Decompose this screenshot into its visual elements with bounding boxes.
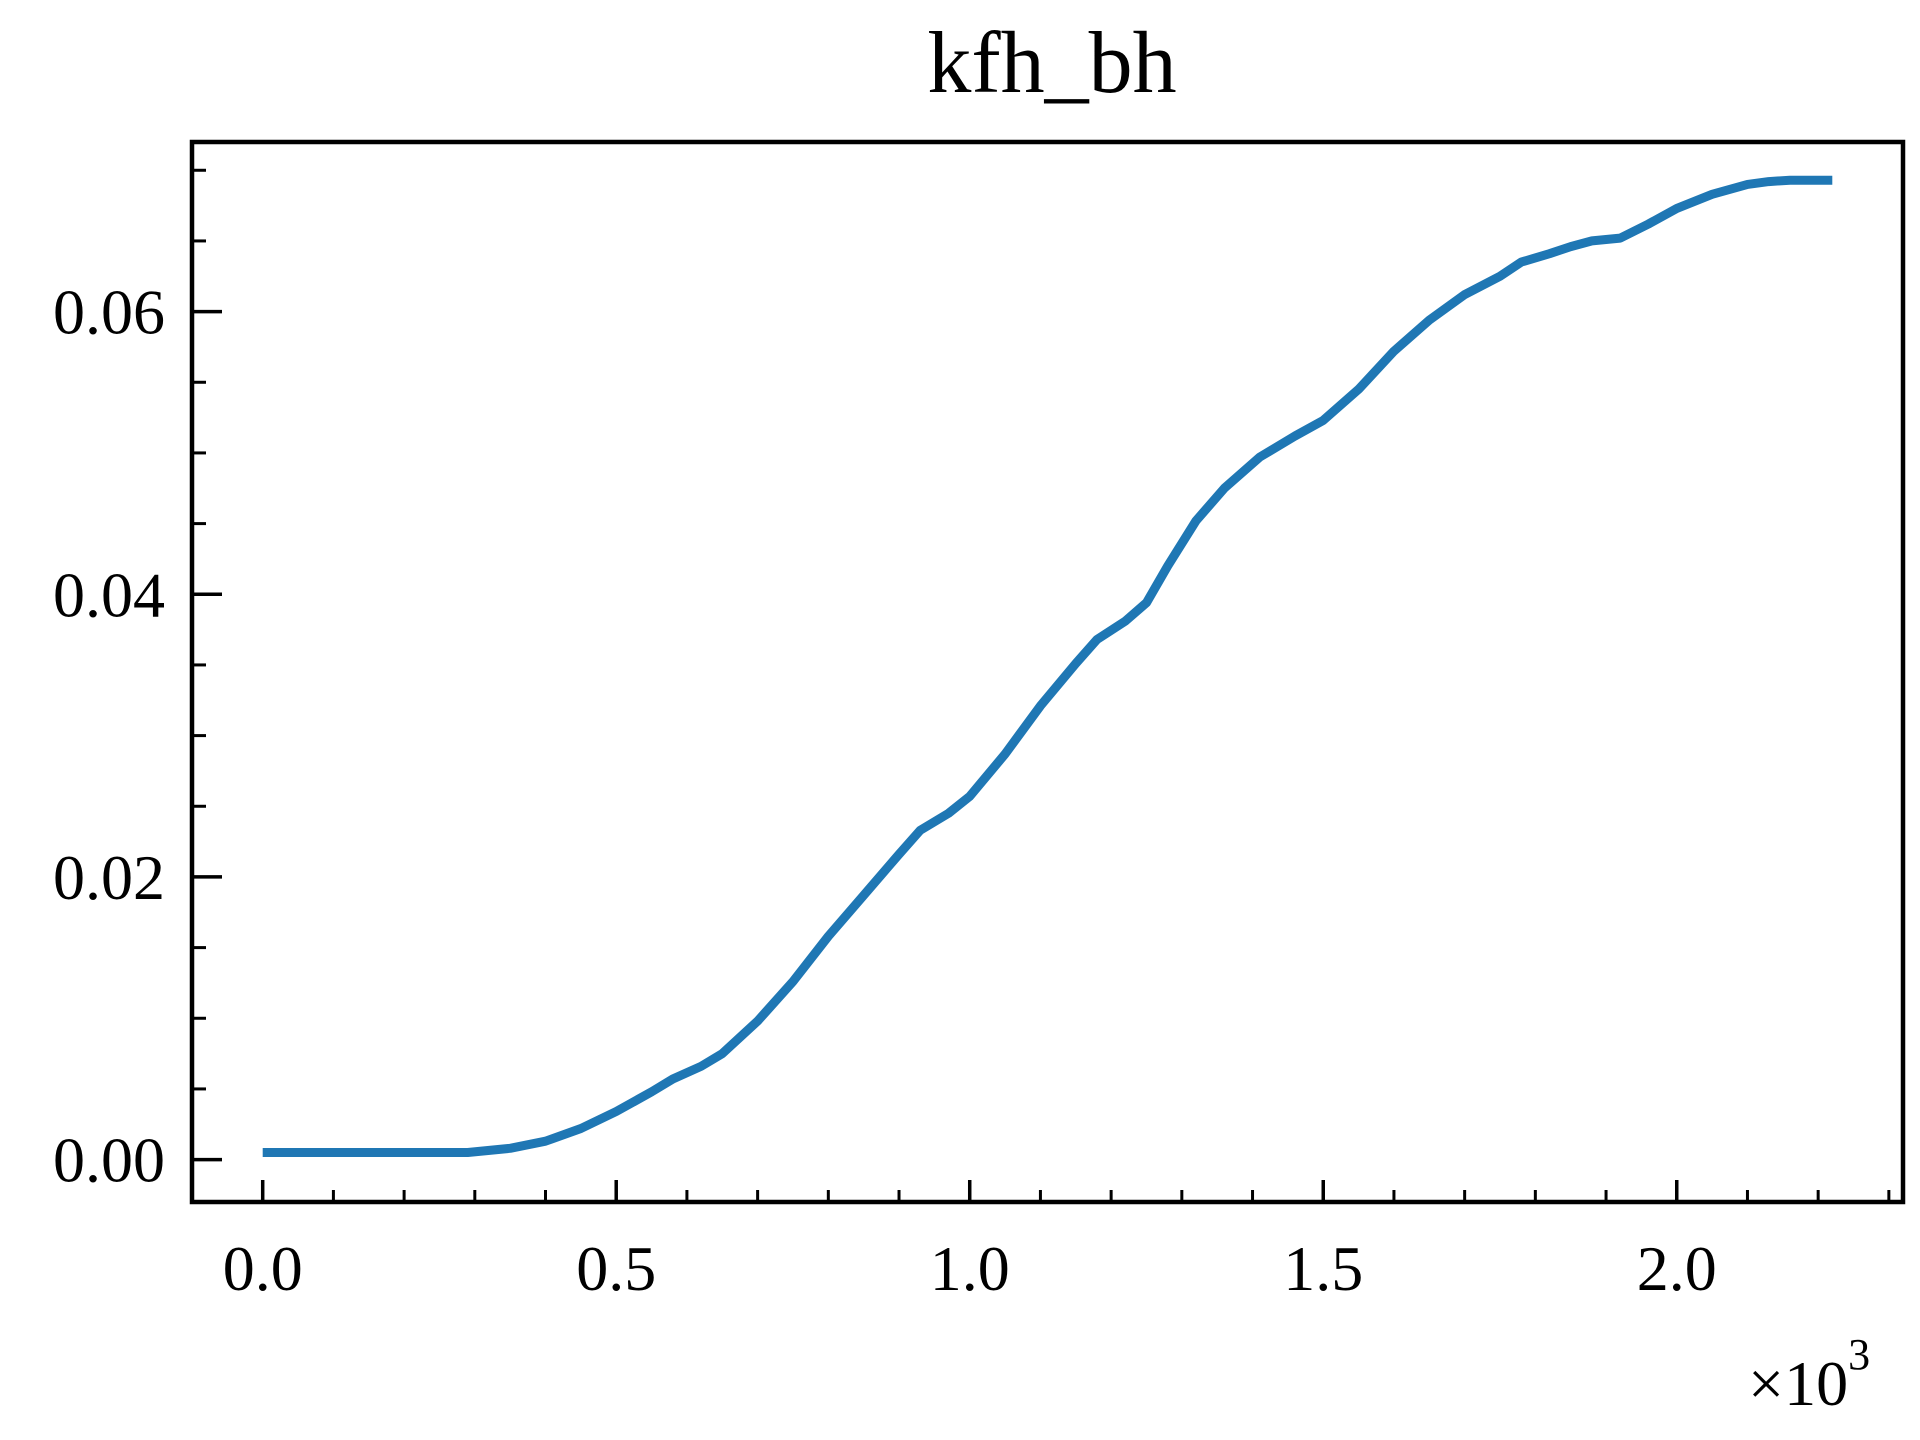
x-multiplier-exponent: 3 bbox=[1848, 1330, 1870, 1379]
y-tick-label: 0.00 bbox=[53, 1125, 165, 1196]
x-multiplier: ×103 bbox=[1748, 1330, 1870, 1419]
chart-title: kfh_bh bbox=[927, 15, 1176, 112]
x-tick-label: 0.5 bbox=[576, 1233, 656, 1304]
x-tick-label: 1.5 bbox=[1283, 1233, 1363, 1304]
y-tick-label: 0.04 bbox=[53, 559, 165, 630]
series-line bbox=[262, 175, 1833, 1157]
y-tick-label: 0.02 bbox=[53, 842, 165, 913]
x-multiplier-base: ×10 bbox=[1748, 1348, 1848, 1419]
axis-ticks: 0.0 0.5 1.0 1.5 2.0 0.00 0.02 0.04 0.06 bbox=[53, 168, 1891, 1304]
plot-frame bbox=[189, 139, 1906, 1205]
y-tick-label: 0.06 bbox=[53, 277, 165, 348]
x-tick-label: 0.0 bbox=[223, 1233, 303, 1304]
x-tick-label: 2.0 bbox=[1637, 1233, 1717, 1304]
series-layer bbox=[262, 175, 1833, 1157]
x-tick-label: 1.0 bbox=[930, 1233, 1010, 1304]
